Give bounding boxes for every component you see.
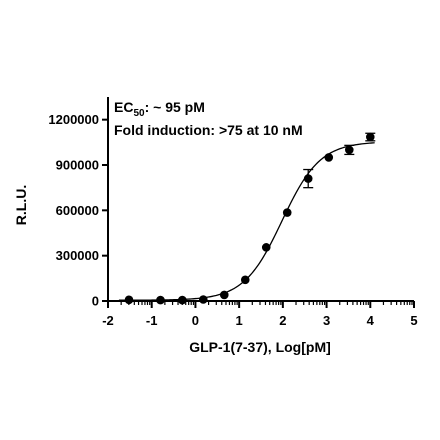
data-point — [345, 145, 354, 155]
data-point — [156, 295, 165, 305]
x-axis-ticks: -2 -1 0 1 2 3 4 5 — [102, 301, 418, 328]
x-tick-label: 4 — [367, 313, 375, 328]
x-axis-title: GLP-1(7-37), Log[pM] — [189, 339, 331, 355]
x-tick-label: -2 — [102, 313, 114, 328]
y-axis-ticks: 0 300000 600000 900000 1200000 — [48, 112, 108, 309]
data-points — [124, 132, 376, 305]
x-tick-label: 2 — [279, 313, 286, 328]
ec50-subscript: 50 — [133, 108, 145, 119]
y-tick-label: 900000 — [56, 158, 99, 173]
x-tick-label: -1 — [146, 313, 158, 328]
y-tick-label: 600000 — [56, 203, 99, 218]
y-axis-title: R.L.U. — [13, 185, 29, 225]
ec50-value: : ~ 95 pM — [145, 99, 205, 115]
data-point — [261, 243, 271, 252]
data-point — [219, 290, 229, 300]
data-point — [365, 132, 375, 142]
ec50-annotation: EC50: ~ 95 pM — [114, 99, 205, 119]
data-point — [324, 153, 334, 162]
data-point — [124, 295, 134, 305]
x-tick-label: 0 — [192, 313, 199, 328]
data-point — [303, 174, 313, 183]
x-tick-label: 5 — [410, 313, 417, 328]
y-tick-label: 300000 — [56, 248, 99, 263]
data-point — [240, 275, 250, 285]
y-tick-label: 1200000 — [48, 112, 99, 127]
x-tick-label: 1 — [236, 313, 243, 328]
x-tick-label: 3 — [323, 313, 330, 328]
data-point — [178, 295, 187, 305]
ec50-prefix: EC — [114, 99, 133, 115]
fold-induction-annotation: Fold induction: >75 at 10 nM — [114, 122, 303, 138]
data-point — [198, 295, 208, 304]
data-point — [282, 208, 292, 217]
y-tick-label: 0 — [92, 294, 99, 309]
